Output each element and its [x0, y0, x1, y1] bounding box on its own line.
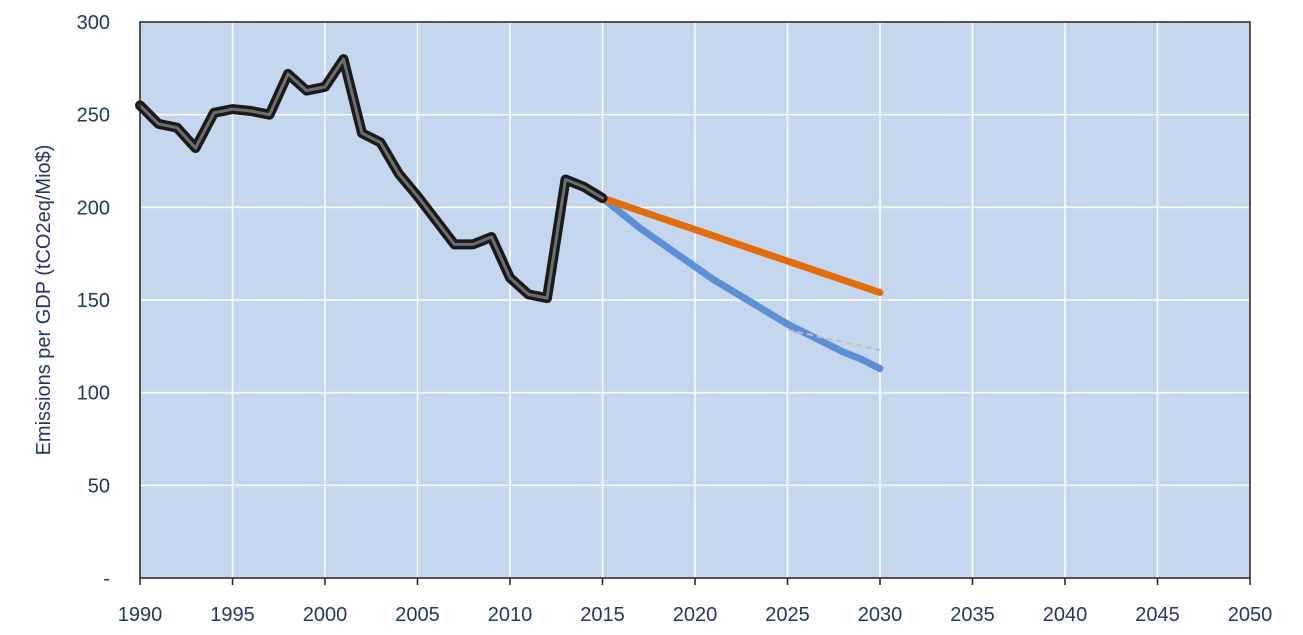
x-tick-label: 2030: [858, 604, 903, 626]
axis-ticks: 1990 1995 2000 2005 2010 2015 2020 2025 2030 2035…: [77, 12, 1273, 626]
y-tick-label: 250: [77, 105, 110, 127]
x-tick-label: 2035: [950, 604, 995, 626]
x-tick-label: 2040: [1043, 604, 1088, 626]
x-tick-label: 2005: [395, 604, 440, 626]
x-tick-label: 2000: [303, 604, 348, 626]
x-tick-label: 2020: [673, 604, 718, 626]
x-tick-label: 1990: [118, 604, 163, 626]
series-line: [138, 57, 604, 300]
y-tick-label: 200: [77, 197, 110, 219]
y-tick-label: 100: [77, 383, 110, 405]
series-line-dashed: [787, 328, 881, 351]
x-tick-label: 2010: [488, 604, 533, 626]
data-series: [135, 54, 884, 373]
x-tick-label: 1995: [210, 604, 255, 626]
x-tick-label: 2015: [580, 604, 625, 626]
y-tick-label: 300: [77, 12, 110, 34]
x-tick-label: 2045: [1135, 604, 1180, 626]
y-axis-title: Emissions per GDP (tCO2eq/Mio$): [33, 145, 55, 456]
y-tick-label: 150: [77, 290, 110, 312]
x-tick-label: 2025: [765, 604, 810, 626]
y-tick-label: 50: [88, 475, 110, 497]
y-tick-label: -: [103, 568, 110, 590]
gridlines: [140, 22, 1250, 578]
x-tick-label: 2050: [1228, 604, 1273, 626]
series-line: [599, 194, 884, 297]
